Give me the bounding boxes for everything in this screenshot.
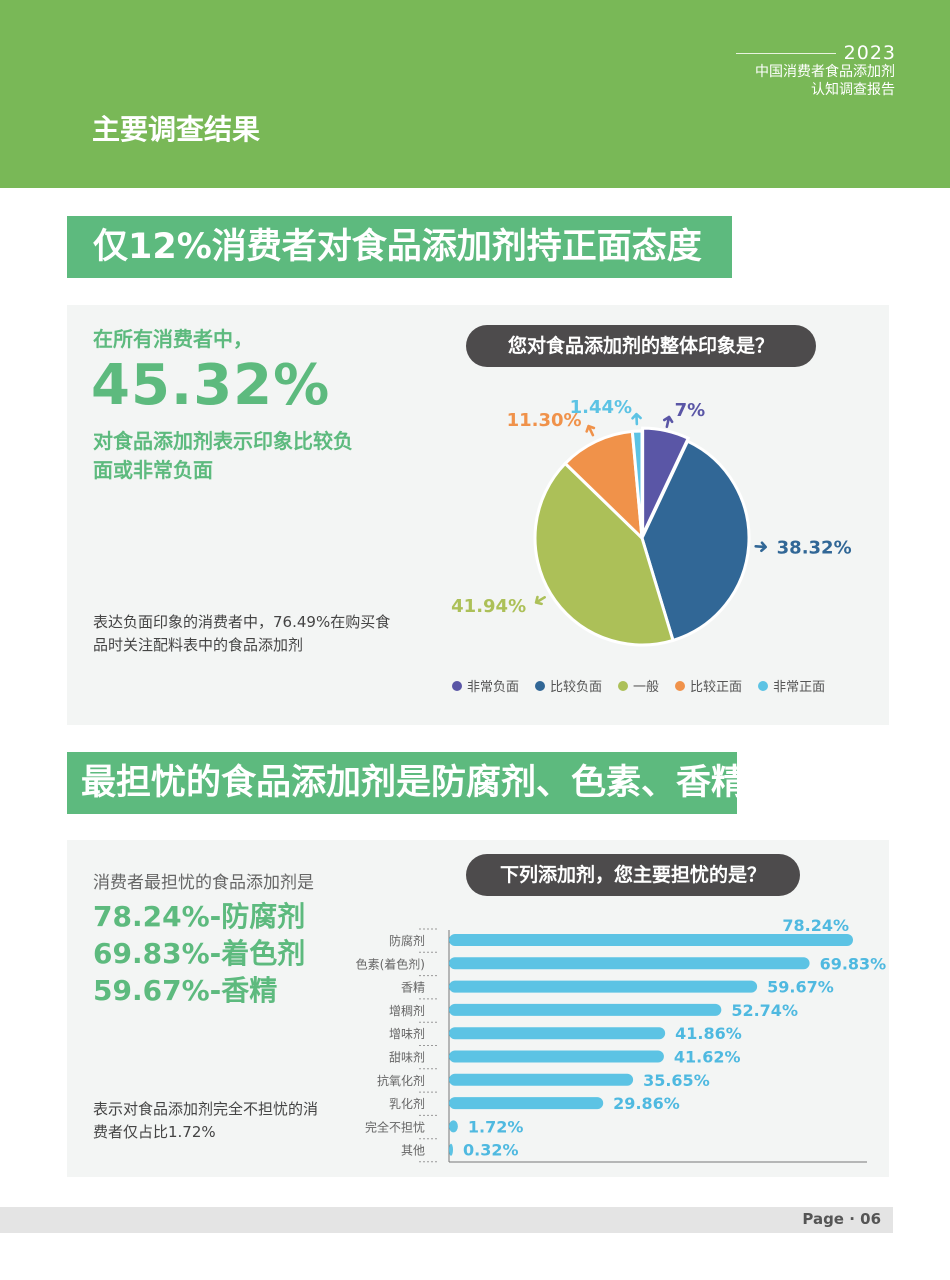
bar-2 <box>449 980 758 993</box>
report-year: 2023 <box>843 42 896 64</box>
bar-value-label-7: 29.86% <box>613 1094 680 1113</box>
impression-intro: 在所有消费者中， <box>93 327 253 351</box>
section1-heading: 仅12%消费者对食品添加剂持正面态度 <box>67 216 732 278</box>
pie-arrow-3 <box>585 424 596 437</box>
page-title: 主要调查结果 <box>92 113 261 146</box>
bar-category-2: 香精 <box>401 981 425 995</box>
concern-intro: 消费者最担忧的食品添加剂是 <box>93 873 314 893</box>
negative-share-description: 对食品添加剂表示印象比较负面或非常负面 <box>93 429 353 482</box>
negative-share-value: 45.32% <box>91 353 331 418</box>
legend-label-4: 非常正面 <box>773 680 826 695</box>
concern-note: 表示对食品添加剂完全不担忧的消费者仅占比1.72% <box>93 1100 319 1141</box>
pie-slice-1 <box>640 439 751 643</box>
bar-category-7: 乳化剂 <box>389 1096 425 1111</box>
pie-slice-4 <box>630 429 644 539</box>
legend-item-0: 非常负面 <box>452 676 519 695</box>
concern-stat-3: 59.67%-香精 <box>93 974 278 1007</box>
year-divider <box>736 53 836 54</box>
bar-value-label-8: 1.72% <box>468 1117 524 1136</box>
legend-dot-4 <box>758 680 769 691</box>
bar-value-label-5: 41.62% <box>674 1048 741 1067</box>
bar-category-0: 防腐剂 <box>389 933 425 948</box>
legend-item-1: 比较负面 <box>535 676 602 695</box>
bar-5 <box>449 1050 664 1063</box>
bar-category-1: 色素(着色剂) <box>356 956 425 971</box>
pie-arrow-4 <box>631 412 642 426</box>
pie-arrow-0 <box>662 415 674 429</box>
bar-category-5: 甜味剂 <box>389 1050 425 1065</box>
pie-legend: 非常负面 比较负面 一般 比较正面 非常正面 <box>452 676 872 695</box>
bar-category-3: 增稠剂 <box>389 1003 425 1018</box>
pie-arrow-1 <box>754 541 767 553</box>
concern-stat-2: 69.83%-着色剂 <box>93 937 306 970</box>
bar-category-6: 抗氧化剂 <box>377 1073 425 1088</box>
legend-label-2: 一般 <box>633 680 660 695</box>
legend-item-2: 一般 <box>618 676 659 695</box>
bar-value-label-4: 41.86% <box>675 1024 742 1043</box>
concern-panel: 消费者最担忧的食品添加剂是 78.24%-防腐剂 69.83%-着色剂 59.6… <box>67 840 889 1177</box>
bar-category-8: 完全不担忧 <box>365 1119 425 1134</box>
report-title: 中国消费者食品添加剂 认知调查报告 <box>675 63 895 99</box>
legend-item-4: 非常正面 <box>758 676 825 695</box>
concern-bar-chart: 防腐剂 78.24% 色素(着色剂) 69.83% 香精 59.67% 增稠剂 52.74% 增… <box>356 916 887 1163</box>
bar-6 <box>449 1073 634 1086</box>
bar-4 <box>449 1027 666 1040</box>
impression-question: 您对食品添加剂的整体印象是？ <box>466 325 816 367</box>
bar-8 <box>449 1120 458 1133</box>
impression-note: 表达负面印象的消费者中，76.49%在购买食品时关注配料表中的食品添加剂 <box>93 613 391 654</box>
bar-1 <box>449 957 810 970</box>
bar-category-4: 增味剂 <box>389 1026 425 1041</box>
bar-value-label-1: 69.83% <box>820 954 887 973</box>
bar-0 <box>449 934 853 946</box>
pie-label-3: 11.30% <box>507 410 582 431</box>
impression-pie-chart: 7% 38.32% 41.94% 11.30%1.44% <box>451 397 852 647</box>
legend-label-0: 非常负面 <box>467 680 520 695</box>
legend-dot-3 <box>675 680 686 691</box>
bar-9 <box>449 1143 453 1156</box>
pie-label-1: 38.32% <box>777 538 852 559</box>
report-title-line1: 中国消费者食品添加剂 <box>755 64 895 80</box>
legend-dot-2 <box>618 680 629 691</box>
legend-dot-0 <box>452 680 462 691</box>
pie-label-4: 1.44% <box>570 397 632 418</box>
bar-value-label-0: 78.24% <box>782 916 849 935</box>
footer-bar: Page · 06 <box>0 1207 893 1233</box>
impression-panel: 在所有消费者中， 45.32% 对食品添加剂表示印象比较负面或非常负面 表达负面… <box>67 305 889 725</box>
concern-question: 下列添加剂，您主要担忧的是？ <box>466 854 800 896</box>
pie-slice-0 <box>641 426 691 536</box>
legend-item-3: 比较正面 <box>675 676 742 695</box>
bar-category-9: 其他 <box>401 1144 425 1158</box>
page-number: Page · 06 <box>802 1210 881 1228</box>
pie-label-2: 41.94% <box>451 596 526 617</box>
bar-value-label-3: 52.74% <box>731 1001 798 1020</box>
bar-3 <box>449 1003 722 1016</box>
bar-value-label-9: 0.32% <box>463 1141 519 1160</box>
bar-value-label-6: 35.65% <box>643 1071 710 1090</box>
pie-label-0: 7% <box>675 400 706 421</box>
pie-slice-2 <box>533 461 675 647</box>
pie-arrow-2 <box>534 595 546 606</box>
bar-value-label-2: 59.67% <box>767 978 834 997</box>
legend-label-1: 比较负面 <box>550 680 603 695</box>
legend-dot-1 <box>535 680 546 691</box>
legend-label-3: 比较正面 <box>690 680 743 695</box>
report-title-line2: 认知调查报告 <box>811 82 895 98</box>
bar-7 <box>449 1097 604 1110</box>
header-banner: 2023 中国消费者食品添加剂 认知调查报告 主要调查结果 <box>0 0 950 188</box>
concern-stat-1: 78.24%-防腐剂 <box>93 900 306 933</box>
concern-top-stats: 78.24%-防腐剂 69.83%-着色剂 59.67%-香精 <box>93 898 305 1009</box>
section2-heading: 最担忧的食品添加剂是防腐剂、色素、香精 <box>67 752 746 814</box>
